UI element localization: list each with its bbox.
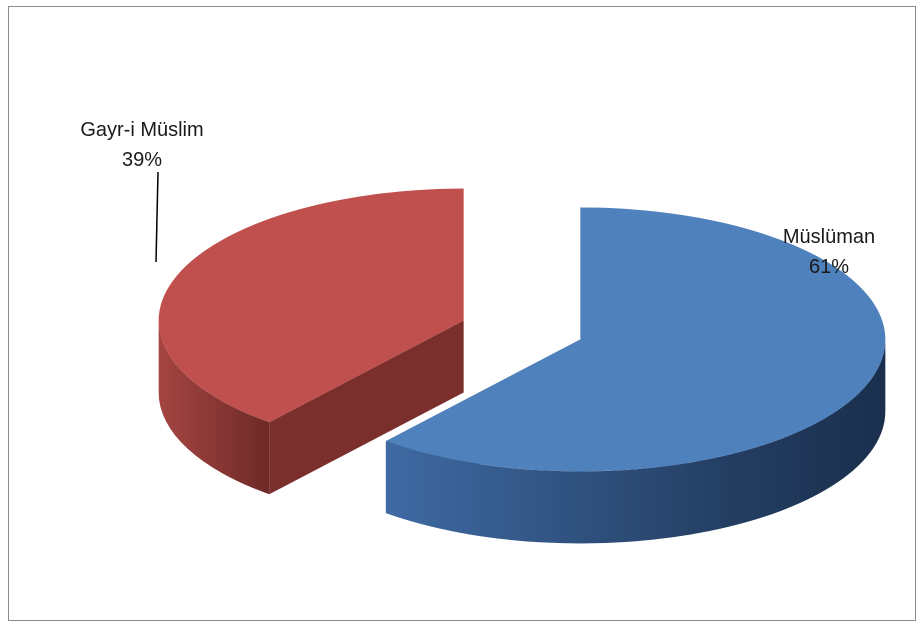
slice-label-gayri-muslim: Gayr-i Müslim bbox=[80, 119, 203, 141]
pie-slice-top-musluman bbox=[385, 207, 886, 472]
pie-slice-wall-musluman bbox=[385, 339, 886, 544]
leader-line-gayri-muslim bbox=[155, 171, 159, 263]
pie-slice-musluman bbox=[385, 207, 886, 544]
slice-label-musluman: Müslüman bbox=[783, 226, 875, 248]
pie-slice-top-gayri-muslim bbox=[158, 188, 464, 423]
pie-slice-cut-gayri-muslim bbox=[269, 320, 464, 495]
pie-slice-gayri-muslim bbox=[158, 188, 464, 495]
pie-slice-wall-gayri-muslim bbox=[158, 320, 270, 495]
slice-percent-gayri-muslim: 39% bbox=[122, 149, 162, 171]
slice-percent-musluman: 61% bbox=[809, 256, 849, 278]
